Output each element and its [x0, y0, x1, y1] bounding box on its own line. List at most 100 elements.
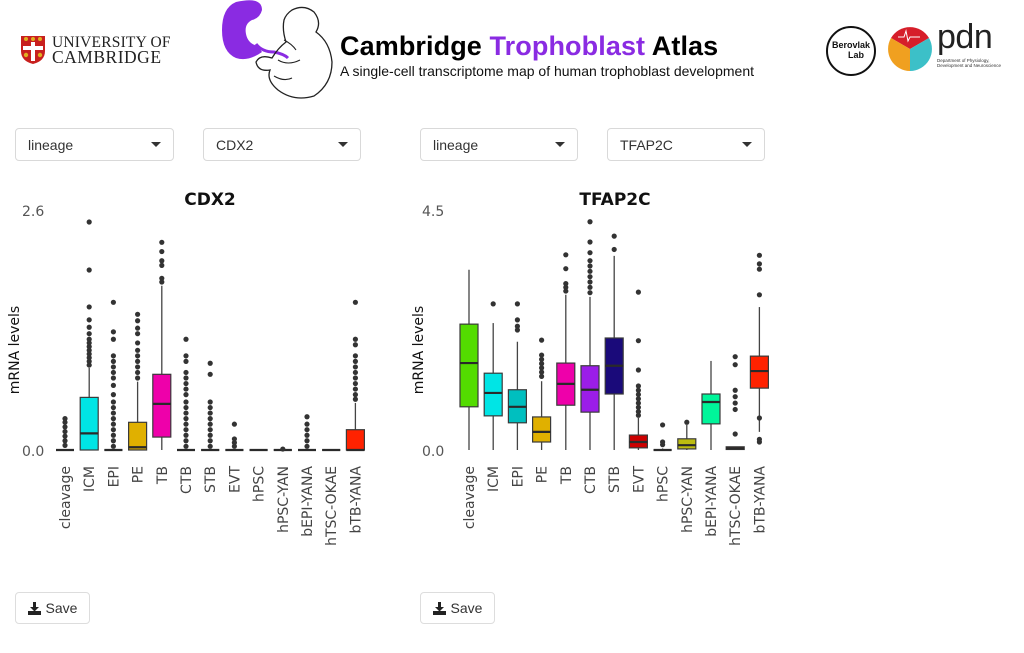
outlier-point [732, 354, 738, 360]
outlier-point [86, 358, 92, 364]
box-PE[interactable] [532, 337, 552, 450]
outlier-point [563, 281, 569, 287]
gene-select-right[interactable]: TFAP2C [607, 128, 765, 161]
outlier-point [86, 304, 92, 310]
outlier-point [183, 443, 189, 449]
box-hTSC-OKAE[interactable] [725, 354, 745, 451]
box-hPSC-YAN[interactable] [273, 446, 292, 452]
university-of-cambridge-logo[interactable]: UNIVERSITY OF CAMBRIDGE [20, 35, 171, 66]
outlier-point [352, 299, 358, 305]
outlier-point [732, 431, 738, 437]
box-cleavage[interactable] [56, 416, 74, 452]
box-ICM[interactable] [79, 219, 99, 451]
box-TB[interactable] [556, 252, 576, 450]
box-PE[interactable] [128, 311, 148, 451]
outlier-point [110, 329, 116, 335]
x-tick-label: CTB [583, 466, 599, 494]
outlier-point [183, 404, 189, 411]
group-by-select-left[interactable]: lineage [15, 128, 174, 161]
y-tick-label: 2.6 [22, 204, 44, 220]
pdn-circle-icon [888, 27, 932, 71]
gene-select-value: TFAP2C [620, 136, 673, 153]
box-CTB[interactable] [580, 219, 600, 450]
outlier-point [135, 340, 141, 346]
outlier-point [756, 415, 762, 421]
box-cleavage[interactable] [459, 269, 479, 450]
box-body [532, 416, 552, 443]
box-TB[interactable] [152, 239, 172, 450]
outlier-point [135, 331, 141, 337]
outlier-point [587, 258, 593, 264]
outlier-point [611, 246, 617, 253]
outlier-point [110, 432, 116, 438]
page-title: Cambridge Trophoblast Atlas [340, 30, 754, 62]
outlier-point [207, 404, 213, 411]
berovlak-lab-logo[interactable]: Berovlak Lab [826, 26, 876, 76]
x-tick-label: hPSC [656, 466, 672, 502]
cdx2-boxplot[interactable]: CDX2 0.0 2.6 mRNA levels cleavage ICM EPI PE TB C… [0, 180, 390, 575]
box-EPI[interactable] [507, 301, 528, 450]
box-hPSC-YAN[interactable] [677, 419, 697, 450]
outlier-point [86, 340, 92, 346]
box-STB[interactable] [604, 233, 624, 450]
group-by-select-value: lineage [433, 136, 479, 153]
outlier-point [110, 369, 116, 376]
outlier-point [304, 438, 310, 444]
y-axis-label: mRNA levels [411, 306, 427, 394]
gene-select-left[interactable]: CDX2 [203, 128, 361, 161]
box-EPI[interactable] [104, 299, 123, 452]
box-EVT[interactable] [628, 289, 648, 450]
outlier-point [660, 439, 666, 445]
outlier-point [159, 275, 165, 281]
outlier-point [587, 284, 593, 290]
outlier-point [304, 427, 310, 433]
outlier-point [159, 239, 165, 245]
save-button-right[interactable]: Save [420, 592, 495, 624]
pdn-logo[interactable]: pdn [937, 18, 993, 56]
group-by-select-right[interactable]: lineage [420, 128, 578, 161]
x-tick-label: TB [155, 466, 171, 485]
lab-logo-line1: Berovlak [832, 40, 871, 50]
box-bEPI-YANA[interactable] [701, 360, 721, 450]
x-tick-label: cleavage [58, 466, 74, 529]
outlier-point [86, 347, 92, 353]
box-CTB[interactable] [177, 336, 195, 452]
outlier-point [135, 375, 141, 381]
outlier-point [110, 416, 116, 422]
outlier-point [539, 373, 545, 379]
x-tick-label: hPSC-YAN [680, 466, 696, 533]
box-hPSC[interactable] [653, 422, 672, 452]
y-tick-label: 0.0 [22, 444, 44, 460]
outlier-point [86, 267, 92, 273]
box-bTB-YANA[interactable] [345, 299, 365, 452]
tfap2c-boxplot[interactable]: TFAP2C 0.0 4.5 mRNA levels cleavage ICM EPI PE T… [400, 180, 800, 575]
box-STB[interactable] [201, 360, 220, 452]
page-subtitle: A single-cell transcriptome map of human… [340, 63, 754, 79]
outlier-point [732, 387, 738, 393]
outlier-point [563, 266, 569, 272]
download-icon [27, 601, 41, 615]
box-bTB-YANA[interactable] [749, 252, 769, 445]
chevron-down-icon [555, 142, 565, 147]
outlier-point [635, 404, 641, 410]
outlier-point [352, 386, 358, 392]
outlier-point [135, 353, 141, 359]
outlier-point [110, 382, 116, 388]
x-tick-label: hTSC-OKAE [324, 466, 340, 546]
box-ICM[interactable] [483, 301, 503, 450]
outlier-point [207, 438, 213, 444]
outlier-point [183, 410, 189, 416]
box-bEPI-YANA[interactable] [298, 414, 316, 452]
x-tick-label: bEPI-YANA [704, 466, 720, 537]
save-button-left[interactable]: Save [15, 592, 90, 624]
x-tick-label: PE [131, 466, 147, 483]
x-tick-label: EPI [510, 466, 526, 487]
box-EVT[interactable] [225, 421, 244, 452]
outlier-point [183, 421, 189, 427]
y-tick-label: 4.5 [422, 204, 444, 220]
outlier-point [159, 248, 165, 255]
outlier-point [62, 419, 68, 425]
outlier-point [207, 410, 213, 416]
header: UNIVERSITY OF CAMBRIDGE Cambridge Tropho… [0, 0, 1024, 105]
outlier-point [732, 362, 738, 368]
